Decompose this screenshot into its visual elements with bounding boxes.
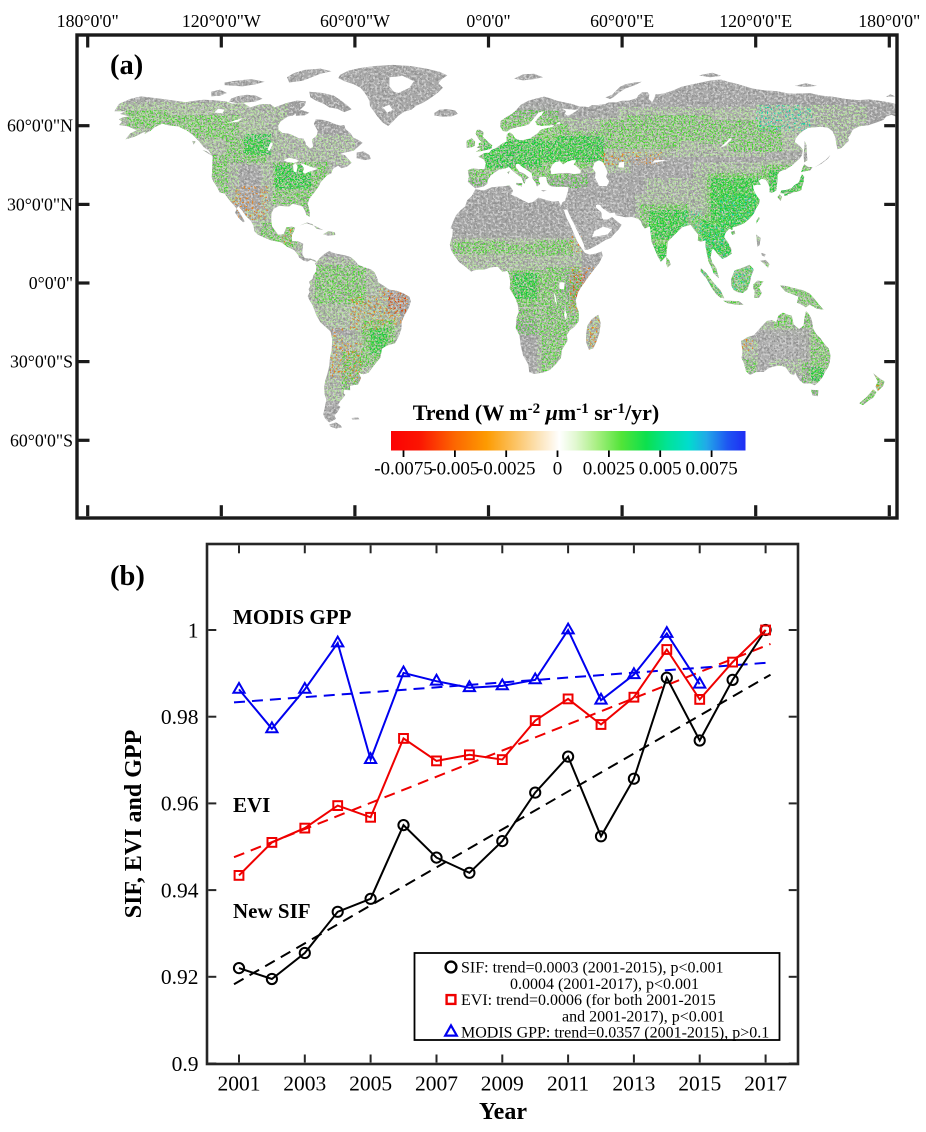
- svg-text:120°0'0"E: 120°0'0"E: [719, 11, 792, 31]
- svg-text:EVI: EVI: [233, 793, 270, 817]
- svg-text:2005: 2005: [349, 1072, 392, 1096]
- svg-text:0.96: 0.96: [161, 792, 199, 816]
- svg-text:New SIF: New SIF: [233, 899, 311, 923]
- svg-text:180°0'0": 180°0'0": [57, 11, 119, 31]
- svg-text:0.0025: 0.0025: [583, 459, 635, 480]
- svg-text:SIF: trend=0.0003 (2001-2015),: SIF: trend=0.0003 (2001-2015), p<0.001: [461, 959, 723, 976]
- svg-text:2013: 2013: [612, 1072, 655, 1096]
- svg-text:MODIS GPP: MODIS GPP: [233, 605, 352, 629]
- svg-text:0.98: 0.98: [161, 705, 199, 729]
- svg-text:2015: 2015: [678, 1072, 721, 1096]
- svg-text:0.005: 0.005: [639, 459, 682, 480]
- svg-text:Year: Year: [479, 1099, 527, 1125]
- svg-text:0°0'0": 0°0'0": [29, 273, 73, 293]
- svg-text:60°0'0"N: 60°0'0"N: [7, 116, 73, 136]
- svg-text:2009: 2009: [481, 1072, 524, 1096]
- svg-text:30°0'0"N: 30°0'0"N: [7, 194, 73, 214]
- svg-text:EVI: trend=0.0006 (for both 20: EVI: trend=0.0006 (for both 2001-2015: [461, 992, 716, 1009]
- svg-text:2011: 2011: [547, 1072, 589, 1096]
- svg-text:2001: 2001: [218, 1072, 261, 1096]
- svg-text:60°0'0"W: 60°0'0"W: [320, 11, 390, 31]
- svg-text:180°0'0": 180°0'0": [858, 11, 920, 31]
- svg-text:(b): (b): [110, 561, 145, 592]
- svg-text:120°0'0"W: 120°0'0"W: [182, 11, 261, 31]
- svg-text:1: 1: [188, 618, 199, 642]
- svg-text:2003: 2003: [283, 1072, 326, 1096]
- svg-text:0.0004 (2001-2017), p<0.001: 0.0004 (2001-2017), p<0.001: [510, 976, 699, 993]
- svg-text:0.9: 0.9: [172, 1052, 199, 1076]
- svg-text:0: 0: [553, 459, 563, 480]
- svg-text:(a): (a): [110, 50, 143, 81]
- svg-text:0.0075: 0.0075: [685, 459, 737, 480]
- svg-text:MODIS GPP: trend=0.0357 (2001-: MODIS GPP: trend=0.0357 (2001-2015), p>0…: [461, 1024, 769, 1041]
- svg-text:Trend (W m-2 μm-1 sr-1/yr): Trend (W m-2 μm-1 sr-1/yr): [413, 400, 660, 425]
- svg-text:2007: 2007: [415, 1072, 458, 1096]
- svg-text:0.94: 0.94: [161, 878, 199, 902]
- svg-text:and 2001-2017), p<0.001: and 2001-2017), p<0.001: [562, 1008, 725, 1025]
- svg-text:0.92: 0.92: [161, 965, 199, 989]
- svg-text:-0.0075: -0.0075: [374, 459, 433, 480]
- svg-text:-0.005: -0.005: [430, 459, 479, 480]
- svg-text:60°0'0"E: 60°0'0"E: [590, 11, 654, 31]
- svg-text:-0.0025: -0.0025: [477, 459, 536, 480]
- svg-text:60°0'0"S: 60°0'0"S: [10, 430, 73, 450]
- svg-text:2017: 2017: [744, 1072, 787, 1096]
- svg-text:SIF, EVI and GPP: SIF, EVI and GPP: [121, 730, 147, 919]
- svg-text:30°0'0"S: 30°0'0"S: [10, 352, 73, 372]
- svg-text:0°0'0": 0°0'0": [466, 11, 510, 31]
